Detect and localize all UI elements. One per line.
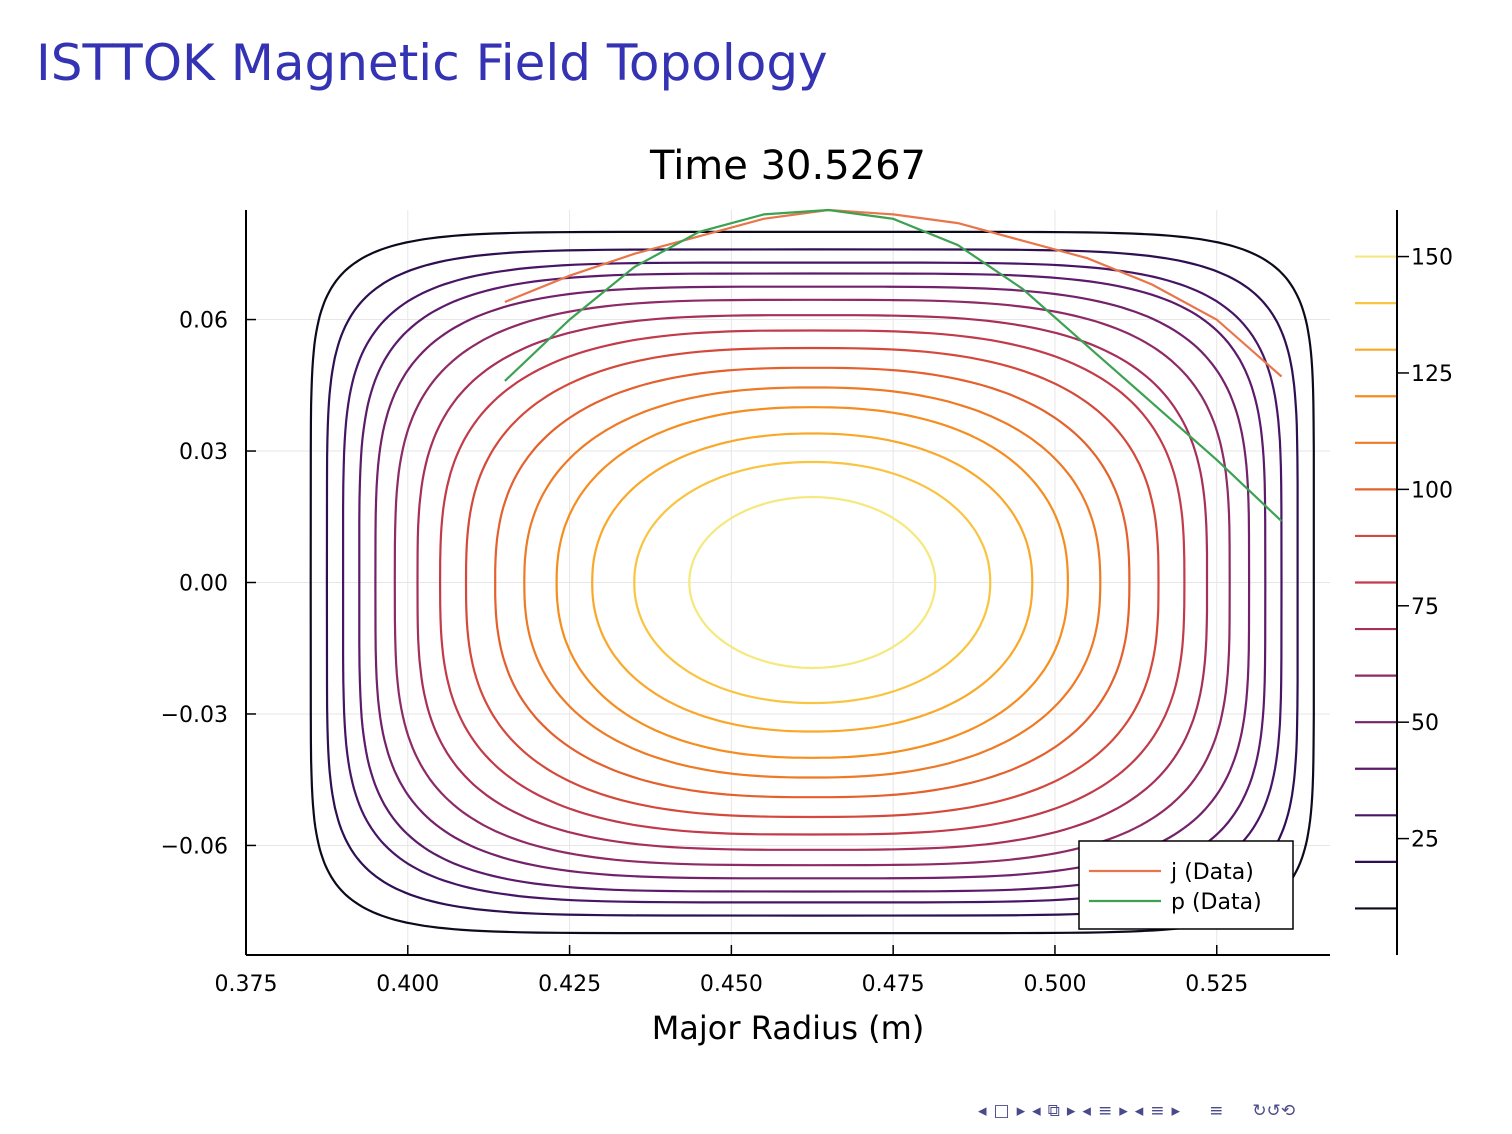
contour-level-130: [591, 432, 1034, 733]
nav-prev-arrow-icon[interactable]: ◂: [1032, 1101, 1041, 1121]
contour-level-140: [633, 460, 992, 705]
x-tick-label: 0.500: [1023, 972, 1086, 997]
grid-lines: [245, 210, 1330, 955]
legend-box: [1078, 840, 1294, 930]
contour-level-100: [494, 366, 1131, 799]
contour-level-70: [416, 314, 1209, 851]
data-series: [504, 208, 1283, 522]
x-tick-label: 0.475: [862, 972, 925, 997]
nav-section-icon[interactable]: ≡: [1150, 1101, 1165, 1121]
nav-prev-arrow-icon[interactable]: ◂: [1082, 1101, 1091, 1121]
y-tick-label: −0.03: [161, 703, 228, 728]
colorbar-tick-label: 75: [1411, 595, 1439, 620]
colorbar-tick-label: 25: [1411, 828, 1439, 853]
x-tick-label: 0.400: [376, 972, 439, 997]
legend-label: j (Data): [1170, 860, 1254, 885]
slide-navigation: ◂ □ ▸ ◂ ⧉ ▸ ◂ ≡ ▸ ◂ ≡ ▸ ≡ ↻↺⟲: [978, 1098, 1498, 1124]
x-tick-label: 0.375: [215, 972, 278, 997]
nav-next-arrow-icon[interactable]: ▸: [1016, 1101, 1026, 1121]
contour-level-150: [688, 495, 937, 670]
y-tick-label: −0.06: [161, 834, 228, 859]
y-tick-label: 0.03: [179, 440, 228, 465]
contour-level-90: [464, 346, 1160, 819]
nav-section-icon[interactable]: ≡: [1097, 1101, 1113, 1121]
nav-frame-icon[interactable]: □: [993, 1101, 1010, 1121]
nav-search-icon[interactable]: ↻↺⟲: [1252, 1101, 1296, 1121]
colorbar: 150 125 100 75 50 25: [1355, 210, 1453, 955]
x-ticks: 0.375 0.400 0.425 0.450 0.475 0.500 0.525: [215, 945, 1248, 997]
legend-label: p (Data): [1171, 890, 1262, 915]
contour-level-80: [438, 329, 1186, 836]
x-axis-label: Major Radius (m): [652, 1009, 925, 1047]
x-tick-label: 0.450: [700, 972, 763, 997]
nav-prev-arrow-icon[interactable]: ◂: [1134, 1101, 1144, 1121]
x-tick-label: 0.425: [538, 972, 601, 997]
x-tick-label: 0.525: [1185, 972, 1248, 997]
colorbar-tick-label: 100: [1411, 478, 1453, 503]
series-line-j: [504, 208, 1283, 378]
contour-level-110: [523, 386, 1102, 779]
nav-next-arrow-icon[interactable]: ▸: [1119, 1101, 1128, 1121]
colorbar-tick-label: 50: [1411, 711, 1439, 736]
colorbar-tick-label: 125: [1411, 362, 1453, 387]
y-tick-label: 0.00: [179, 572, 228, 597]
nav-next-arrow-icon[interactable]: ▸: [1066, 1101, 1076, 1121]
nav-subsection-icon[interactable]: ⧉: [1047, 1101, 1060, 1121]
slide-title: ISTTOK Magnetic Field Topology: [36, 34, 828, 92]
nav-prev-arrow-icon[interactable]: ◂: [978, 1101, 987, 1121]
colorbar-tick-label: 150: [1411, 246, 1453, 271]
nav-align-icon[interactable]: ≡: [1209, 1101, 1224, 1121]
nav-next-arrow-icon[interactable]: ▸: [1171, 1101, 1181, 1121]
chart-title: Time 30.5267: [649, 143, 926, 189]
series-line-p: [504, 208, 1283, 522]
y-tick-label: 0.06: [179, 309, 228, 334]
y-ticks: 0.06 0.03 0.00 −0.03 −0.06: [161, 309, 256, 859]
legend: j (Data) p (Data): [1078, 840, 1294, 930]
contour-level-120: [555, 406, 1070, 759]
